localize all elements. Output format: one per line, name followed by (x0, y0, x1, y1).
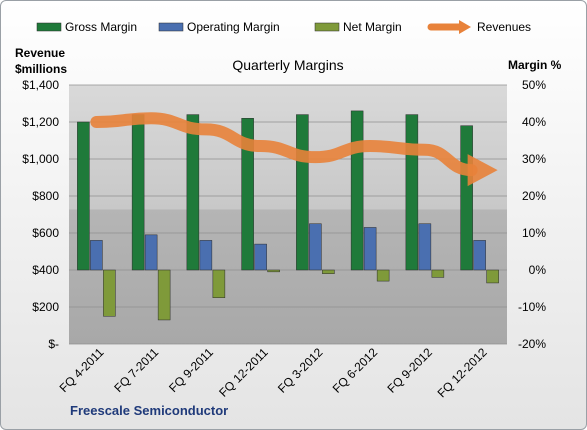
x-tick-label: FQ 12-2011 (216, 345, 271, 400)
legend-swatch-arrowhead (459, 20, 471, 34)
right-tick-label: 50% (522, 78, 546, 92)
legend-label: Operating Margin (187, 20, 280, 34)
bar-operating-margin (309, 223, 322, 271)
bar-gross-margin (296, 114, 309, 271)
bar-gross-margin (350, 110, 364, 271)
right-axis-ticks: -20% -10% 0% 10% 20% 30% 40% 50% (518, 78, 546, 351)
legend-swatch-operating-margin (158, 22, 184, 32)
bar-operating-margin (144, 234, 158, 271)
right-tick-label: 30% (522, 152, 546, 166)
bar-net-margin (486, 269, 499, 284)
company-name: Freescale Semiconductor (70, 403, 228, 418)
left-tick-label: $1,000 (22, 152, 59, 166)
x-tick-label: FQ 12-2012 (435, 345, 490, 400)
bar-net-margin (212, 269, 226, 298)
bar-gross-margin (77, 121, 90, 271)
left-tick-label: $600 (32, 226, 59, 240)
left-axis-label-line2: $millions (15, 62, 67, 76)
revenue-arrowhead (467, 154, 498, 187)
left-tick-label: $1,200 (22, 115, 59, 129)
bar-gross-margin (186, 114, 200, 271)
legend-label: Revenues (477, 20, 531, 34)
right-tick-label: 0% (529, 263, 547, 277)
chart-title: Quarterly Margins (232, 57, 343, 73)
x-tick-label: FQ 9-2012 (385, 345, 436, 396)
left-axis-label-line1: Revenue (15, 46, 65, 60)
bar-net-margin (267, 269, 280, 273)
legend: Gross Margin Operating Margin Net Margin Re… (36, 20, 531, 34)
bar-net-margin (431, 269, 445, 278)
revenue-line (90, 112, 478, 177)
bar-net-margin (103, 269, 116, 317)
bar-gross-margin (405, 114, 419, 271)
bar-operating-margin (199, 240, 213, 271)
legend-swatch-net-margin (314, 22, 340, 32)
left-tick-label: $800 (32, 189, 59, 203)
x-tick-label: FQ 4-2011 (57, 345, 107, 395)
legend-swatch-gross-margin (36, 22, 62, 32)
x-tick-label: FQ 3-2012 (275, 345, 326, 396)
bar-gross-margin (460, 125, 473, 271)
x-tick-label: FQ 6-2012 (330, 345, 381, 396)
revenue-trend (90, 112, 498, 187)
x-tick-label: FQ 7-2011 (111, 345, 161, 395)
right-tick-label: 40% (522, 115, 546, 129)
bar-net-margin (322, 269, 335, 274)
bar-operating-margin (254, 243, 267, 271)
right-tick-label: -10% (518, 300, 546, 314)
left-tick-label: $1,400 (22, 78, 59, 92)
right-tick-label: -20% (518, 337, 546, 351)
bar-operating-margin (473, 240, 486, 271)
left-tick-label: $400 (32, 263, 59, 277)
left-axis-ticks: $- $200 $400 $600 $800 $1,000 $1,200 $1,400 (22, 78, 59, 351)
bar-net-margin (376, 269, 390, 282)
bar-operating-margin (418, 223, 432, 271)
bar-operating-margin (363, 227, 377, 271)
bar-gross-margin (241, 118, 254, 271)
legend-label: Gross Margin (65, 20, 137, 34)
x-tick-label: FQ 9-2011 (166, 345, 216, 395)
legend-label: Net Margin (343, 20, 402, 34)
left-tick-label: $200 (32, 300, 59, 314)
bar-net-margin (157, 269, 171, 321)
bar-gross-margin (131, 114, 145, 271)
right-axis-label: Margin % (508, 58, 562, 72)
bar-operating-margin (90, 240, 103, 271)
right-tick-label: 20% (522, 189, 546, 203)
x-axis-ticks: FQ 4-2011 FQ 7-2011 FQ 9-2011 FQ 12-2011 FQ … (57, 345, 490, 400)
right-tick-label: 10% (522, 226, 546, 240)
bar-marks (77, 110, 499, 321)
left-tick-label: $- (48, 337, 59, 351)
